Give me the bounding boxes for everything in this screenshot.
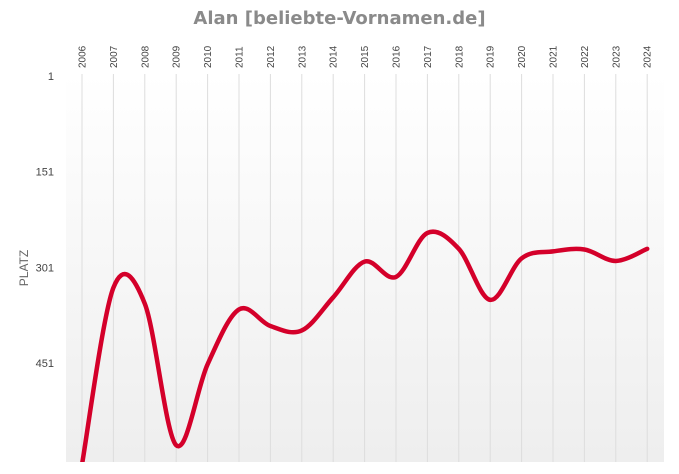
x-tick-label-2021: 2021 (549, 45, 560, 68)
y-axis-ticks: 1 151 301 451 (36, 71, 54, 370)
x-tick-label-2014: 2014 (329, 45, 340, 68)
x-tick-label-2016: 2016 (392, 45, 403, 68)
x-tick-label-2006: 2006 (78, 45, 89, 68)
chart-title: Alan [beliebte-Vornamen.de] (193, 8, 486, 29)
y-tick-label-151: 151 (36, 167, 54, 179)
x-tick-label-2008: 2008 (140, 45, 151, 68)
x-tick-label-2009: 2009 (172, 45, 183, 68)
grid-lines (81, 74, 648, 462)
y-tick-label-1: 1 (48, 71, 54, 83)
x-tick-label-2020: 2020 (517, 45, 528, 68)
x-tick-label-2013: 2013 (297, 45, 308, 68)
x-tick-label-2011: 2011 (235, 46, 246, 68)
series-layer (80, 229, 650, 462)
x-tick-label-2019: 2019 (486, 45, 497, 68)
y-tick-label-301: 301 (36, 262, 54, 274)
x-tick-label-2007: 2007 (109, 45, 120, 68)
x-axis-ticks: 2006 2007 2008 2009 2010 2011 2012 2013 2014 2015… (78, 45, 654, 68)
x-tick-label-2023: 2023 (611, 45, 622, 68)
x-tick-label-2015: 2015 (360, 45, 371, 68)
x-tick-label-2018: 2018 (454, 45, 465, 68)
x-tick-label-2010: 2010 (203, 45, 214, 68)
x-tick-label-2024: 2024 (643, 45, 654, 68)
x-tick-label-2017: 2017 (423, 45, 434, 68)
series-line-0 (80, 229, 650, 462)
y-tick-label-451: 451 (36, 358, 54, 370)
y-axis-label: PLATZ (17, 250, 31, 286)
x-tick-label-2022: 2022 (580, 45, 591, 68)
x-tick-label-2012: 2012 (266, 45, 277, 68)
